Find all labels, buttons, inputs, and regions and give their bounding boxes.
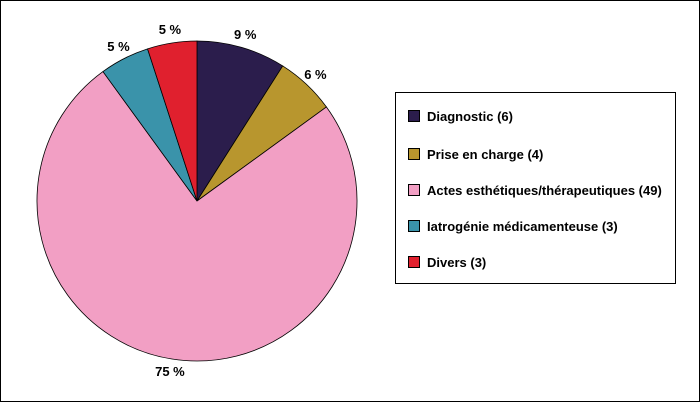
legend-label: Actes esthétiques/thérapeutiques (49)	[427, 182, 662, 198]
legend-swatch	[408, 110, 420, 122]
legend-swatch	[408, 220, 420, 232]
slice-label-prise-en-charge: 6 %	[304, 67, 327, 82]
pie-slice-actes	[36, 70, 358, 362]
pie-slice-divers	[147, 40, 198, 202]
legend-swatch	[408, 184, 420, 196]
legend-item-prise-en-charge: Prise en charge (4)	[408, 145, 543, 163]
legend-swatch	[408, 256, 420, 268]
legend: Diagnostic (6) Prise en charge (4) Actes…	[395, 92, 676, 284]
slice-label-actes: 75 %	[155, 364, 185, 379]
slice-label-iatrogenie: 5 %	[107, 39, 130, 54]
legend-item-actes: Actes esthétiques/thérapeutiques (49)	[408, 181, 662, 199]
legend-item-iatrogenie: Iatrogénie médicamenteuse (3)	[408, 217, 618, 235]
legend-swatch	[408, 148, 420, 160]
legend-item-divers: Divers (3)	[408, 253, 486, 271]
pie-slice-diagnostic	[196, 40, 284, 203]
slice-label-diagnostic: 9 %	[234, 27, 257, 42]
legend-label: Divers (3)	[427, 254, 487, 270]
legend-label: Iatrogénie médicamenteuse (3)	[427, 218, 618, 234]
legend-item-diagnostic: Diagnostic (6)	[408, 107, 513, 125]
slice-label-divers: 5 %	[159, 22, 182, 37]
legend-label: Prise en charge (4)	[427, 146, 544, 162]
legend-label: Diagnostic (6)	[427, 108, 513, 124]
